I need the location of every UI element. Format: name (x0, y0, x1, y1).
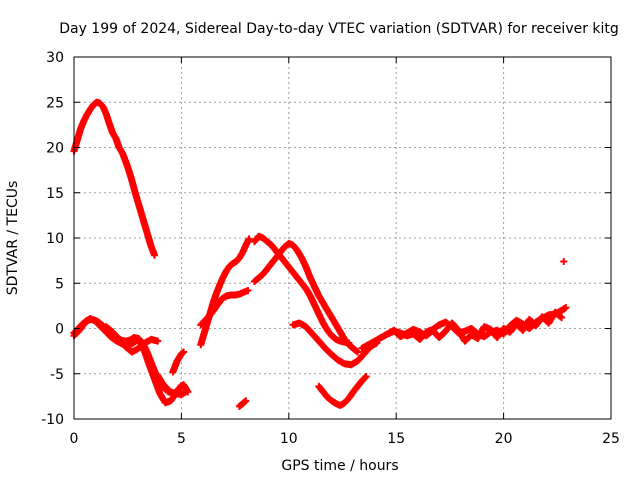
data-point (184, 388, 192, 396)
data-point (560, 258, 568, 266)
data-point (244, 286, 252, 294)
data-point (361, 374, 369, 382)
data-point (245, 235, 253, 243)
data-point (151, 251, 159, 259)
x-tick-label: 20 (495, 431, 513, 447)
data-points (70, 98, 570, 410)
y-tick-label: 10 (46, 231, 64, 247)
x-tick-label: 15 (387, 431, 405, 447)
axis-ticks (73, 56, 612, 420)
y-tick-label: 5 (55, 276, 64, 292)
data-point (562, 304, 570, 312)
y-tick-label: 25 (46, 95, 64, 111)
x-tick-label: 10 (280, 431, 298, 447)
y-tick-label: 20 (46, 141, 64, 157)
y-tick-label: 15 (46, 186, 64, 202)
y-tick-label: -10 (41, 412, 64, 428)
y-axis-label: SDTVAR / TECUs (5, 181, 21, 296)
data-point (362, 372, 370, 380)
x-tick-label: 25 (602, 431, 620, 447)
y-tick-label: 0 (55, 322, 64, 338)
data-point (180, 348, 188, 356)
y-tick-label: -5 (50, 367, 64, 383)
data-point (242, 397, 250, 405)
x-axis-label: GPS time / hours (281, 458, 398, 474)
data-point (154, 337, 162, 345)
y-tick-label: 30 (46, 50, 64, 66)
data-point (354, 348, 362, 356)
axis-tick-labels: 0 5 10 15 20 25 -10 -5 0 5 10 15 20 25 30 (41, 50, 620, 447)
data-point (558, 314, 566, 322)
x-tick-label: 0 (70, 431, 79, 447)
chart-title: Day 199 of 2024, Sidereal Day-to-day VTE… (59, 21, 619, 37)
x-tick-label: 5 (177, 431, 186, 447)
